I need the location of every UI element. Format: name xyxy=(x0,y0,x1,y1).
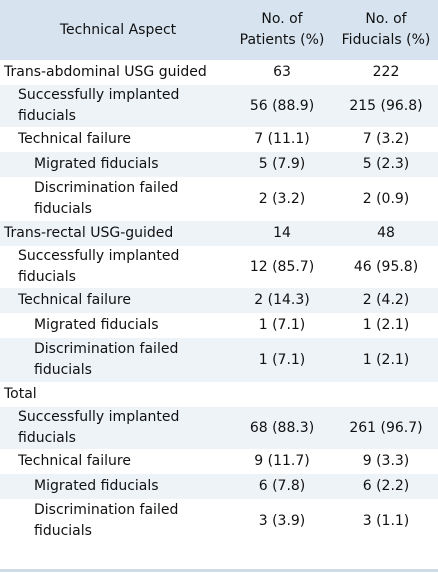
patients-value: 5 (7.9) xyxy=(230,152,334,177)
table-row: Total xyxy=(0,382,438,407)
table-row: Technical failure 2 (14.3) 2 (4.2) xyxy=(0,288,438,313)
fiducials-value: 3 (1.1) xyxy=(362,512,410,529)
table-row: Migrated fiducials 6 (7.8) 6 (2.2) xyxy=(0,474,438,499)
table-row: Successfully implanted fiducials 12 (85.… xyxy=(0,246,438,288)
table-row: Trans-rectal USG-guided 14 48 xyxy=(0,221,438,246)
row-label: Migrated fiducials xyxy=(34,317,159,333)
header-technical-aspect: Technical Aspect xyxy=(0,0,230,60)
fiducials-value xyxy=(334,382,438,407)
row-label: Technical failure xyxy=(18,131,131,147)
fiducials-value: 9 (3.3) xyxy=(362,453,410,469)
row-label: Discrimination failed fiducials xyxy=(34,502,179,539)
header-no-of-patients: No. of Patients (%) xyxy=(230,0,334,60)
table-row: Discrimination failed fiducials 3 (3.9) … xyxy=(0,499,438,543)
fiducials-value: 215 (96.8) xyxy=(334,85,438,127)
patients-value: 56 (88.9) xyxy=(230,85,334,127)
fiducials-value: 6 (2.2) xyxy=(334,474,438,499)
fiducials-value: 222 xyxy=(372,64,400,80)
fiducials-value: 48 xyxy=(334,221,438,246)
row-label: Migrated fiducials xyxy=(0,152,230,177)
row-label: Successfully implanted fiducials xyxy=(0,407,230,449)
row-label: Discrimination failed fiducials xyxy=(34,180,179,217)
table-row: Technical failure 9 (11.7) 9 (3.3) xyxy=(0,449,438,474)
patients-value: 68 (88.3) xyxy=(230,407,334,449)
fiducials-value: 1 (2.1) xyxy=(362,317,410,333)
table-bottom-rule xyxy=(0,569,438,572)
patients-value: 3 (3.9) xyxy=(258,512,306,529)
table-row: Discrimination failed fiducials 2 (3.2) … xyxy=(0,177,438,221)
row-label: Successfully implanted fiducials xyxy=(18,248,180,285)
table-row: Successfully implanted fiducials 68 (88.… xyxy=(0,407,438,449)
fiducials-value: 261 (96.7) xyxy=(334,407,438,449)
patients-value: 1 (7.1) xyxy=(230,338,334,382)
patients-value: 1 (7.1) xyxy=(258,317,306,333)
fiducials-value: 5 (2.3) xyxy=(334,152,438,177)
table-row: Migrated fiducials 1 (7.1) 1 (2.1) xyxy=(0,313,438,338)
patients-value: 63 xyxy=(273,64,291,80)
row-label: Trans-abdominal USG guided xyxy=(4,64,207,80)
fiducials-value: 2 (4.2) xyxy=(334,288,438,313)
patients-value: 6 (7.8) xyxy=(230,474,334,499)
header-row: Technical Aspect No. of Patients (%) No.… xyxy=(0,0,438,60)
fiducials-value: 2 (0.9) xyxy=(362,190,410,207)
patients-value: 14 xyxy=(230,221,334,246)
row-label: Migrated fiducials xyxy=(0,474,230,499)
table-body: Trans-abdominal USG guided 63 222 Succes… xyxy=(0,60,438,543)
header-no-of-fiducials: No. of Fiducials (%) xyxy=(334,0,438,60)
table-row: Migrated fiducials 5 (7.9) 5 (2.3) xyxy=(0,152,438,177)
row-label: Successfully implanted fiducials xyxy=(0,85,230,127)
row-label: Trans-rectal USG-guided xyxy=(0,221,230,246)
technical-results-table: Technical Aspect No. of Patients (%) No.… xyxy=(0,0,438,543)
patients-value: 2 (3.2) xyxy=(258,190,306,207)
row-label: Total xyxy=(4,386,37,402)
fiducials-value: 46 (95.8) xyxy=(353,258,419,275)
patients-value: 2 (14.3) xyxy=(230,288,334,313)
row-label: Discrimination failed fiducials xyxy=(0,338,230,382)
table-row: Discrimination failed fiducials 1 (7.1) … xyxy=(0,338,438,382)
fiducials-value: 1 (2.1) xyxy=(334,338,438,382)
patients-value: 7 (11.1) xyxy=(254,131,310,147)
patients-value: 12 (85.7) xyxy=(249,258,315,275)
table-row: Technical failure 7 (11.1) 7 (3.2) xyxy=(0,127,438,152)
table-row: Trans-abdominal USG guided 63 222 xyxy=(0,60,438,85)
row-label: Technical failure xyxy=(18,453,131,469)
patients-value: 9 (11.7) xyxy=(254,453,310,469)
row-label: Technical failure xyxy=(0,288,230,313)
table-row: Successfully implanted fiducials 56 (88.… xyxy=(0,85,438,127)
patients-value xyxy=(230,382,334,407)
table-header: Technical Aspect No. of Patients (%) No.… xyxy=(0,0,438,60)
fiducials-value: 7 (3.2) xyxy=(362,131,410,147)
